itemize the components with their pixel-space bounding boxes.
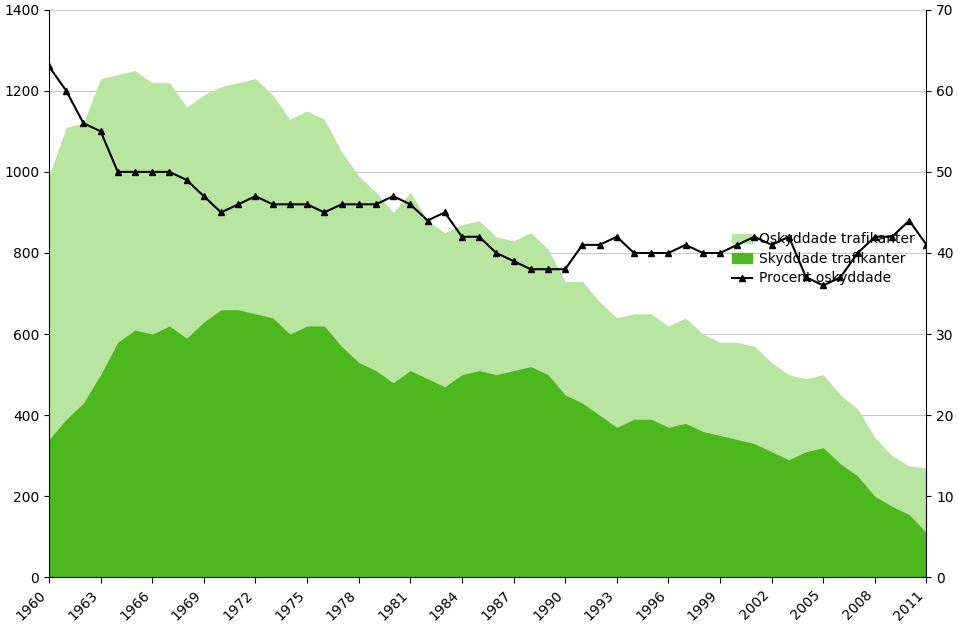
Legend: Oskyddade trafikanter, Skyddade trafikanter, Procent oskyddade: Oskyddade trafikanter, Skyddade trafikan… [732,233,915,285]
